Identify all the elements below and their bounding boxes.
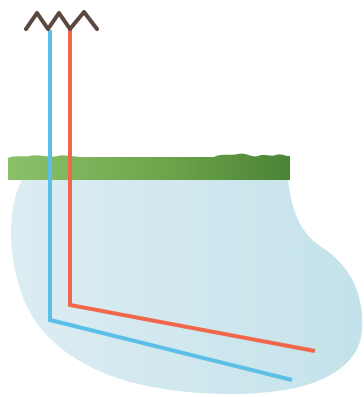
reservoir-area [11,180,363,394]
blue-well-pipe [48,30,293,382]
red-well-pipe [68,30,316,353]
ground-surface [8,153,290,180]
zigzag-arrow-icon [24,10,99,31]
